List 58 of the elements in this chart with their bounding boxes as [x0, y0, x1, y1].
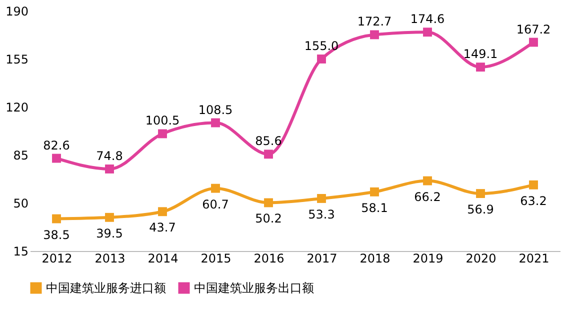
point	[105, 212, 114, 222]
point	[476, 189, 485, 198]
data-label: 85.6	[255, 134, 282, 148]
x-tick-label: 2018	[360, 252, 390, 266]
data-label: 108.5	[198, 102, 233, 117]
point	[529, 38, 538, 47]
x-tick-label: 2012	[42, 252, 72, 266]
x-tick-label: 2016	[254, 252, 284, 266]
x-tick-label: 2020	[466, 252, 496, 266]
point	[529, 180, 538, 190]
data-label: 174.6	[410, 12, 445, 26]
data-label: 63.2	[520, 194, 547, 208]
legend-label: 中国建筑业服务进口额	[46, 281, 166, 295]
y-tick-label: 120	[6, 100, 28, 114]
point	[52, 154, 61, 163]
point	[370, 30, 379, 40]
data-label: 100.5	[145, 114, 180, 128]
data-label: 66.2	[414, 190, 441, 204]
point	[476, 62, 485, 72]
data-label: 38.5	[43, 228, 70, 242]
data-label: 149.1	[463, 47, 498, 62]
data-label: 60.7	[202, 197, 229, 212]
point	[264, 150, 273, 159]
data-label: 43.7	[149, 220, 176, 235]
point	[158, 207, 167, 216]
point	[52, 214, 61, 224]
point	[370, 187, 379, 196]
legend-label: 中国建筑业服务出口额	[194, 281, 314, 295]
x-tick-label: 2017	[306, 252, 338, 266]
data-label: 56.9	[467, 202, 494, 217]
point	[423, 176, 432, 186]
x-tick-label: 2013	[94, 252, 126, 266]
data-label: 167.2	[516, 22, 551, 36]
data-label: 53.3	[308, 207, 335, 222]
y-tick-label: 15	[13, 244, 28, 258]
x-tick-label: 2015	[200, 252, 232, 266]
point	[211, 184, 220, 193]
point	[317, 54, 326, 64]
point	[264, 198, 273, 208]
data-label: 74.8	[96, 148, 123, 163]
point	[423, 28, 432, 37]
y-tick-label: 190	[6, 4, 28, 18]
data-label: 172.7	[357, 14, 392, 29]
y-tick-label: 85	[13, 148, 28, 162]
point	[158, 129, 167, 138]
data-label: 82.6	[43, 138, 70, 152]
point	[211, 118, 220, 128]
data-label: 50.2	[255, 212, 282, 226]
x-tick-label: 2014	[148, 252, 178, 266]
y-tick-label: 155	[6, 52, 28, 66]
point	[105, 164, 114, 174]
x-tick-label: 2021	[518, 252, 550, 266]
x-tick-label: 2019	[412, 252, 444, 266]
point	[317, 194, 326, 203]
data-label: 155.0	[304, 39, 339, 53]
y-tick-label: 50	[13, 196, 28, 210]
data-label: 39.5	[96, 226, 123, 240]
data-label: 58.1	[361, 200, 388, 215]
